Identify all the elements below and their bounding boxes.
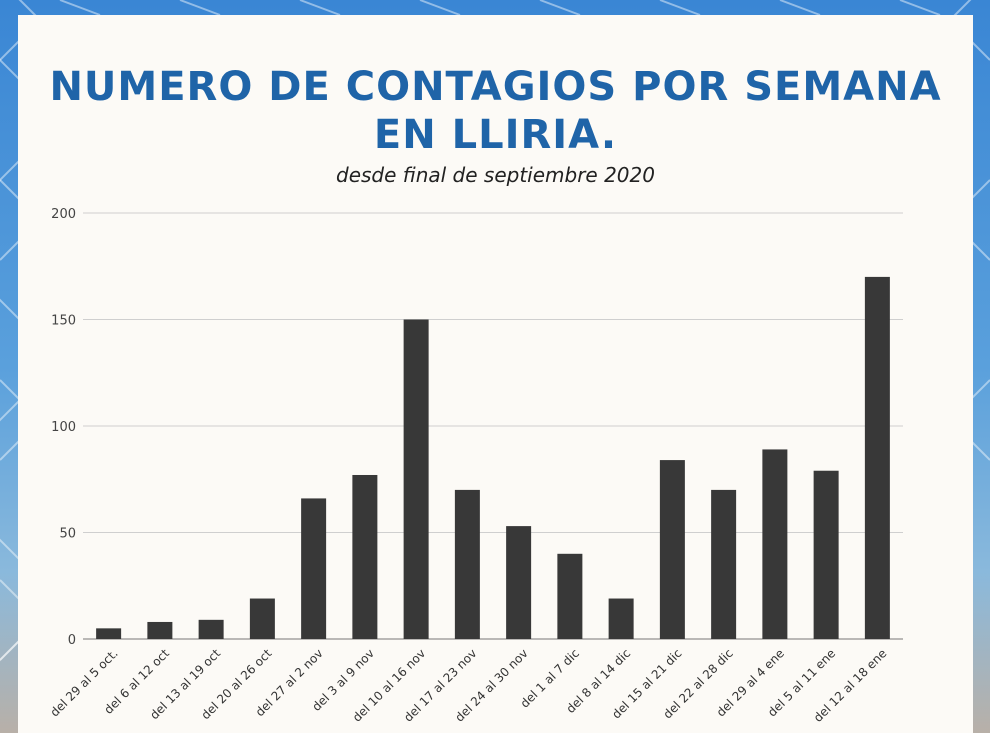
bar — [96, 628, 122, 639]
y-tick-label: 150 — [51, 314, 76, 329]
bar — [403, 319, 429, 639]
y-tick-label: 50 — [59, 527, 76, 542]
bar — [454, 489, 480, 639]
bar — [198, 619, 224, 639]
y-tick-label: 200 — [51, 207, 76, 222]
bar — [147, 621, 173, 639]
bar — [506, 526, 532, 639]
chart-card: NUMERO DE CONTAGIOS POR SEMANA EN LLIRIA… — [18, 15, 973, 733]
bar — [864, 276, 890, 639]
bar — [557, 553, 583, 639]
chart-title: NUMERO DE CONTAGIOS POR SEMANA EN LLIRIA… — [49, 64, 942, 158]
y-tick-label: 100 — [51, 420, 76, 435]
bar — [813, 470, 839, 639]
bar — [659, 460, 685, 639]
bar — [301, 498, 327, 639]
chart-subtitle: desde final de septiembre 2020 — [336, 163, 655, 187]
bar — [711, 489, 737, 639]
y-tick-label: 0 — [68, 633, 76, 648]
bar — [352, 474, 378, 639]
bar — [762, 449, 788, 639]
bar — [249, 598, 275, 639]
bar — [608, 598, 634, 639]
